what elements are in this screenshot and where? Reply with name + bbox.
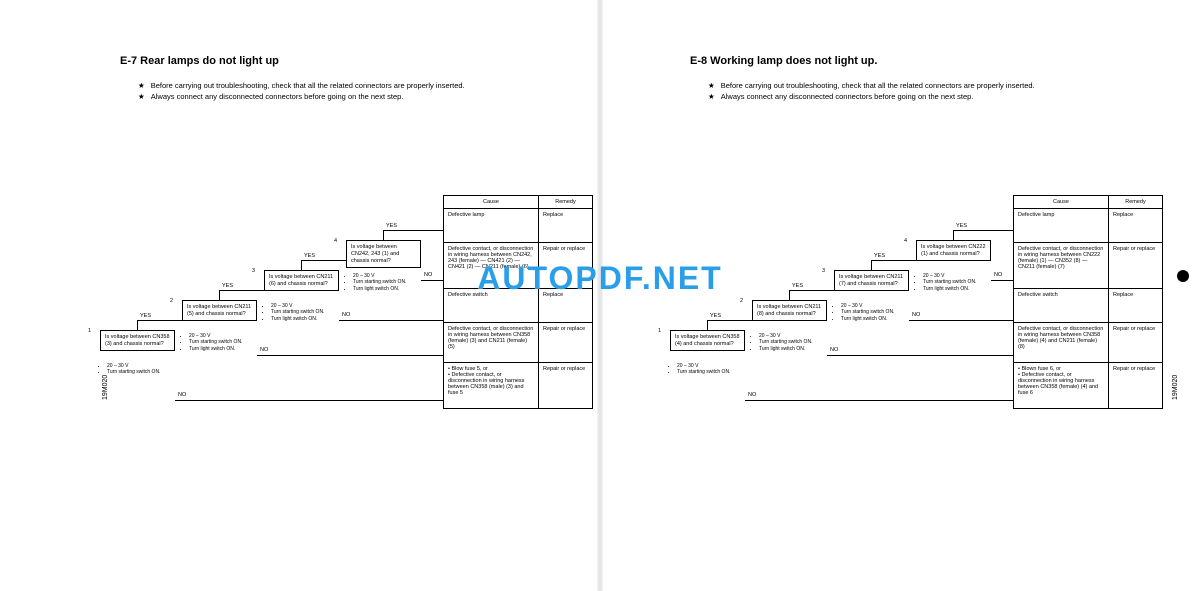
cause-cell: • Blown fuse 6, or • Defective contact, …: [1014, 363, 1109, 409]
th-remedy: Remedy: [1109, 196, 1163, 209]
remedy-cell: Replace: [539, 209, 593, 243]
cause-cell: Defective contact, or disconnection in w…: [444, 243, 539, 289]
condition-4: 20 – 30 VTurn starting switch ON.Turn li…: [346, 273, 426, 292]
yes-label: YES: [140, 313, 151, 319]
remedy-cell: Repair or replace: [539, 323, 593, 363]
yes-label: YES: [956, 223, 967, 229]
remedy-cell: Repair or replace: [1109, 323, 1163, 363]
yes-label: YES: [222, 283, 233, 289]
cause-cell: Defective contact, or disconnection in w…: [1014, 323, 1109, 363]
decision-box-4: Is voltage between CN222 (1) and chassis…: [916, 240, 991, 261]
no-label: NO: [748, 392, 756, 398]
remedy-cell: Repair or replace: [539, 363, 593, 409]
star-icon: ★: [708, 81, 715, 92]
no-label: NO: [994, 272, 1002, 278]
yes-label: YES: [304, 253, 315, 259]
cause-cell: Defective switch: [444, 289, 539, 323]
no-label: NO: [424, 272, 432, 278]
section-title-right: E-8 Working lamp does not light up.: [690, 55, 1170, 67]
condition-3: 20 – 30 VTurn starting switch ON.Turn li…: [834, 303, 914, 322]
cause-remedy-table: CauseRemedy Defective lampReplace Defect…: [1013, 195, 1163, 409]
note-text: Before carrying out troubleshooting, che…: [721, 81, 1035, 92]
decision-box-3: Is voltage between CN211 (6) and chassis…: [264, 270, 339, 291]
cause-remedy-table: CauseRemedy Defective lampReplace Defect…: [443, 195, 593, 409]
star-icon: ★: [138, 92, 145, 103]
th-remedy: Remedy: [539, 196, 593, 209]
remedy-cell: Repair or replace: [539, 243, 593, 289]
section-title-left: E-7 Rear lamps do not light up: [120, 55, 570, 67]
decision-box-4: Is voltage between CN242, 243 (1) and ch…: [346, 240, 421, 268]
condition-2: 20 – 30 VTurn starting switch ON.Turn li…: [182, 333, 262, 352]
flowchart-right: Is voltage between CN358 (4) and chassis…: [670, 200, 1150, 520]
yes-label: YES: [710, 313, 721, 319]
yes-label: YES: [386, 223, 397, 229]
cause-cell: Defective lamp: [1014, 209, 1109, 243]
cause-cell: Defective contact, or disconnection in w…: [1014, 243, 1109, 289]
remedy-cell: Replace: [1109, 289, 1163, 323]
cause-cell: Defective switch: [1014, 289, 1109, 323]
no-label: NO: [830, 347, 838, 353]
yes-label: YES: [874, 253, 885, 259]
cause-cell: • Blow fuse 5, or • Defective contact, o…: [444, 363, 539, 409]
remedy-cell: Replace: [539, 289, 593, 323]
star-icon: ★: [138, 81, 145, 92]
right-page: E-8 Working lamp does not light up. ★ Bef…: [600, 0, 1200, 591]
note-text: Always connect any disconnected connecto…: [721, 92, 974, 103]
decision-box-2: Is voltage between CN211 (8) and chassis…: [752, 300, 827, 321]
star-icon: ★: [708, 92, 715, 103]
remedy-cell: Repair or replace: [1109, 363, 1163, 409]
condition-3: 20 – 30 VTurn starting switch ON.Turn li…: [264, 303, 344, 322]
condition-2: 20 – 30 VTurn starting switch ON.Turn li…: [752, 333, 832, 352]
cause-cell: Defective lamp: [444, 209, 539, 243]
note-text: Before carrying out troubleshooting, che…: [151, 81, 465, 92]
side-code-left: 19M020: [102, 375, 109, 400]
condition-4: 20 – 30 VTurn starting switch ON.Turn li…: [916, 273, 996, 292]
remedy-cell: Repair or replace: [1109, 243, 1163, 289]
page-gutter: [597, 0, 603, 591]
condition-1: 20 – 30 VTurn starting switch ON.: [670, 363, 750, 376]
notes-right: ★ Before carrying out troubleshooting, ch…: [708, 81, 1170, 103]
no-label: NO: [260, 347, 268, 353]
cause-cell: Defective contact, or disconnection in w…: [444, 323, 539, 363]
notes-left: ★ Before carrying out troubleshooting, ch…: [138, 81, 570, 103]
th-cause: Cause: [1014, 196, 1109, 209]
no-label: NO: [342, 312, 350, 318]
decision-box-2: Is voltage between CN211 (5) and chassis…: [182, 300, 257, 321]
no-label: NO: [912, 312, 920, 318]
no-label: NO: [178, 392, 186, 398]
decision-box-1: Is voltage between CN358 (3) and chassis…: [100, 330, 175, 351]
th-cause: Cause: [444, 196, 539, 209]
remedy-cell: Replace: [1109, 209, 1163, 243]
condition-1: 20 – 30 VTurn starting switch ON.: [100, 363, 180, 376]
decision-box-1: Is voltage between CN358 (4) and chassis…: [670, 330, 745, 351]
flowchart-left: Is voltage between CN358 (3) and chassis…: [100, 200, 580, 520]
side-code-right: 19M020: [1172, 375, 1179, 400]
note-text: Always connect any disconnected connecto…: [151, 92, 404, 103]
page-hole-icon: [1177, 270, 1189, 282]
yes-label: YES: [792, 283, 803, 289]
left-page: E-7 Rear lamps do not light up ★ Before c…: [0, 0, 600, 591]
decision-box-3: Is voltage between CN211 (7) and chassis…: [834, 270, 909, 291]
